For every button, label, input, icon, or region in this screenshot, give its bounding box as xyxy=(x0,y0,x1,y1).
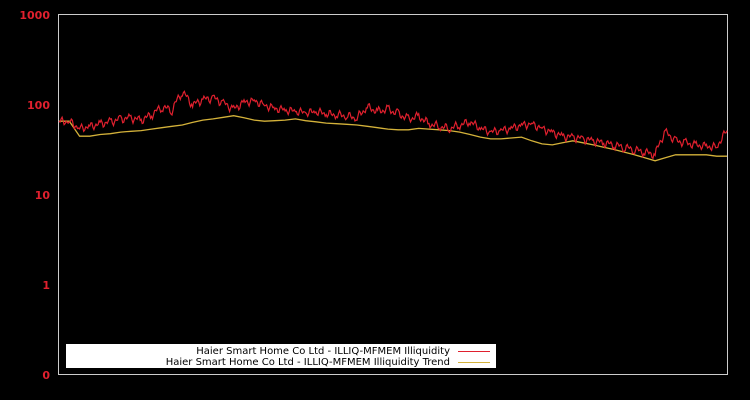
illiquidity-series-line xyxy=(58,90,728,160)
trend-series-line xyxy=(59,115,727,162)
legend-label: Haier Smart Home Co Ltd - ILLIQ-MFMEM Il… xyxy=(196,345,450,357)
y-tick-100: 100 xyxy=(27,99,50,112)
y-tick-10: 10 xyxy=(34,189,50,202)
plot-frame xyxy=(58,14,728,375)
y-tick-0: 0 xyxy=(42,369,50,382)
legend-item-illiquidity: Haier Smart Home Co Ltd - ILLIQ-MFMEM Il… xyxy=(196,345,490,357)
y-tick-1000: 1000 xyxy=(19,9,50,22)
legend-label: Haier Smart Home Co Ltd - ILLIQ-MFMEM Il… xyxy=(165,356,450,368)
legend-item-trend: Haier Smart Home Co Ltd - ILLIQ-MFMEM Il… xyxy=(166,356,490,368)
y-tick-1: 1 xyxy=(42,279,50,292)
legend-swatch-yellow xyxy=(458,361,490,363)
chart-legend: Haier Smart Home Co Ltd - ILLIQ-MFMEM Il… xyxy=(66,344,496,368)
legend-swatch-red xyxy=(458,350,490,352)
